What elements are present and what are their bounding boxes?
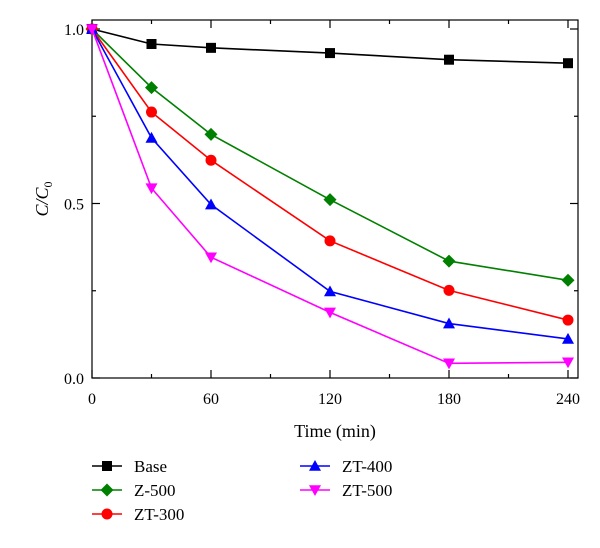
series-zt-500	[86, 24, 574, 370]
plot-frame	[91, 19, 579, 379]
data-point-zt-500	[443, 358, 455, 370]
series-z-500	[85, 22, 575, 287]
data-point-zt-300	[146, 106, 157, 118]
legend-swatch-marker	[100, 483, 114, 497]
y-tick-label: 1.0	[64, 22, 84, 39]
series-line-z-500	[91, 28, 569, 282]
data-point-base	[563, 58, 573, 69]
data-point-zt-500	[324, 307, 336, 319]
y-tick-label: 0.0	[64, 371, 84, 388]
data-point-z-500	[204, 127, 218, 141]
legend-item-base: Base	[92, 457, 167, 476]
legend-label: Z-500	[134, 481, 176, 500]
legend: Base Z-500 ZT-300 ZT-400 ZT-500	[92, 457, 392, 524]
x-tick-label: 60	[203, 391, 219, 408]
series-line-zt-300	[91, 28, 569, 321]
x-tick-label: 240	[556, 391, 580, 408]
tick-labels: 0 60 120 180 240 0.0 0.5 1.0	[64, 22, 580, 408]
legend-item-zt-300: ZT-300	[92, 505, 184, 524]
x-axis-title: Time (min)	[294, 421, 376, 442]
series-line-zt-500	[91, 28, 569, 365]
x-tick-label: 120	[318, 391, 342, 408]
data-point-z-500	[442, 254, 456, 268]
legend-swatch-marker	[309, 460, 321, 471]
data-point-zt-400	[205, 198, 217, 210]
data-point-zt-500	[86, 24, 98, 35]
y-tick-label: 0.5	[64, 197, 84, 214]
legend-swatch-marker	[102, 461, 112, 471]
legend-label: Base	[134, 457, 167, 476]
x-tick-label: 0	[88, 391, 96, 408]
series-zt-300	[86, 23, 574, 326]
data-point-zt-400	[145, 131, 158, 143]
legend-item-zt-500: ZT-500	[300, 481, 392, 500]
data-point-zt-300	[443, 284, 455, 296]
y-axis-title-sub: 0	[41, 181, 55, 187]
data-point-zt-400	[562, 332, 574, 344]
legend-item-z-500: Z-500	[92, 481, 176, 500]
data-point-zt-300	[324, 235, 336, 247]
data-point-zt-500	[562, 357, 574, 369]
legend-label: ZT-400	[342, 457, 392, 476]
data-point-base	[444, 54, 454, 65]
x-tick-label: 180	[437, 391, 461, 408]
series-line-zt-400	[91, 28, 569, 340]
data-point-base	[206, 42, 216, 53]
data-point-z-500	[561, 273, 575, 287]
series-layer	[85, 22, 575, 370]
legend-swatch-marker	[101, 508, 113, 520]
series-line-base	[91, 28, 569, 65]
legend-item-zt-400: ZT-400	[300, 457, 392, 476]
data-point-base	[146, 39, 157, 50]
data-point-zt-300	[205, 154, 217, 166]
axis-ticks	[91, 20, 578, 379]
data-point-base	[325, 48, 335, 59]
y-axis-title: C/C0	[32, 181, 55, 216]
data-point-z-500	[145, 81, 158, 95]
data-point-zt-400	[324, 285, 336, 297]
data-point-zt-500	[205, 252, 217, 264]
legend-swatch-marker	[309, 485, 321, 496]
data-point-z-500	[323, 193, 337, 207]
data-point-zt-500	[145, 183, 158, 195]
legend-label: ZT-500	[342, 481, 392, 500]
series-base	[87, 24, 573, 69]
data-point-zt-400	[443, 317, 455, 329]
legend-label: ZT-300	[134, 505, 184, 524]
y-axis-title-main: C/C	[32, 187, 52, 217]
series-zt-400	[86, 23, 574, 344]
data-point-zt-300	[562, 314, 574, 326]
